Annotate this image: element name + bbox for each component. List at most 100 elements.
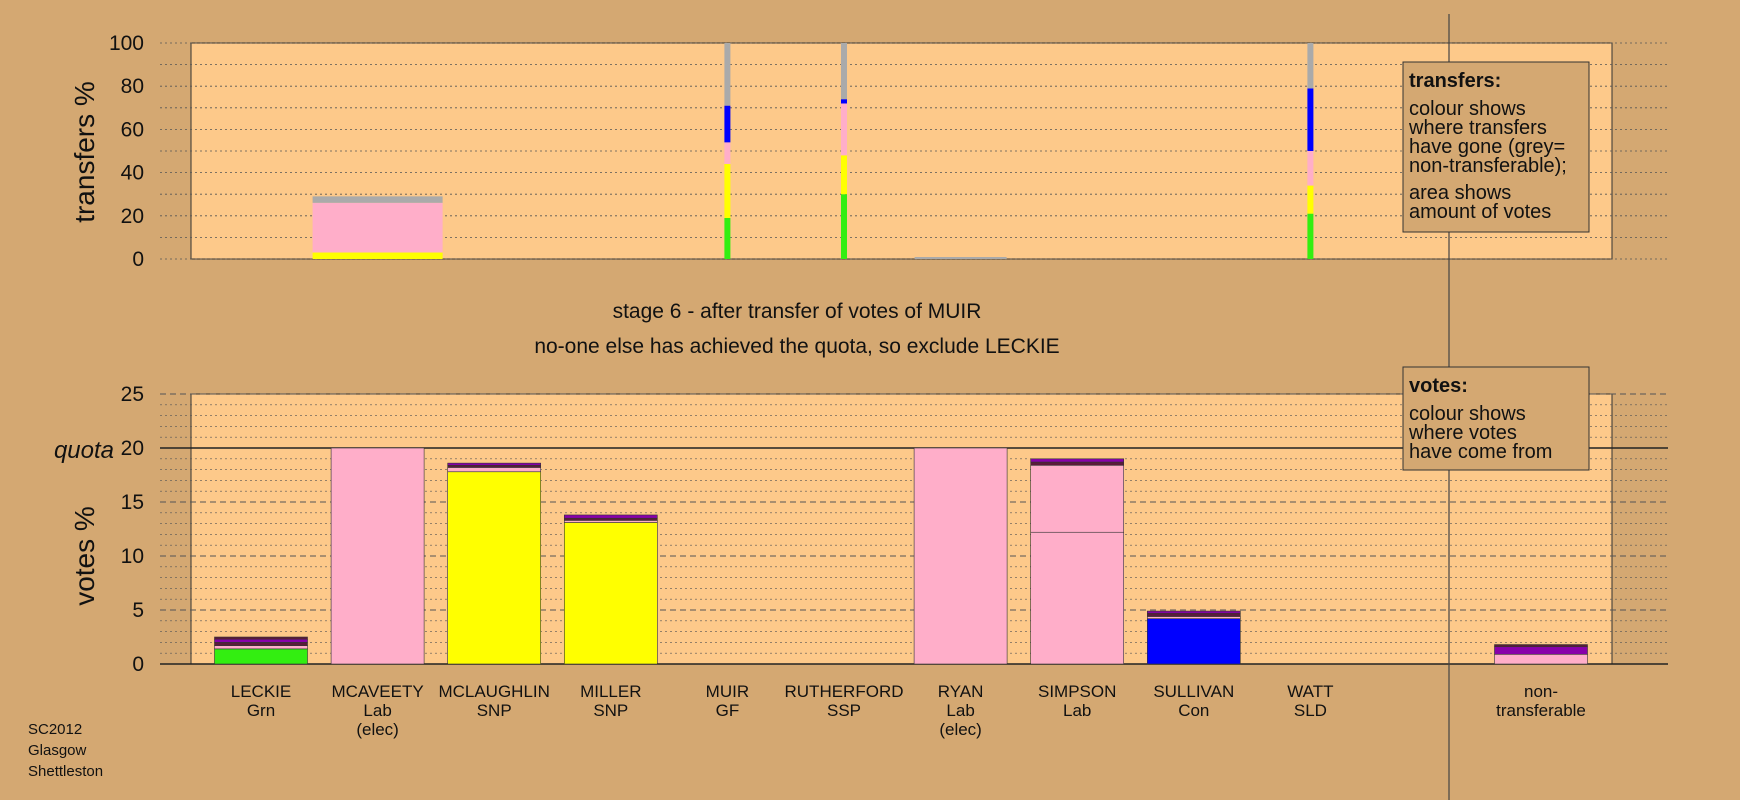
votes-legend-line: where votes [1408,422,1517,444]
transfers-legend-line: amount of votes [1409,201,1551,223]
candidate-party: Con [1178,701,1209,720]
candidate-party: SNP [593,701,628,720]
transfer-segment-rutherford [841,103,847,156]
vote-segment-mclaughlin [447,462,542,466]
vote-segment-leckie [214,645,308,650]
candidate-name: RYAN [938,682,984,701]
vote-segment-mcaveety [330,447,425,665]
candidate-party: GF [716,701,740,720]
transfer-segment-watt [1307,213,1314,259]
transfers-legend-line: non-transferable); [1409,155,1567,177]
transfers-ytick-label: 80 [121,75,144,98]
transfer-segment-rutherford [841,99,847,104]
votes-legend-line: have come from [1409,441,1552,463]
stage-title: stage 6 - after transfer of votes of MUI… [613,300,982,323]
transfer-segment-watt [1307,185,1314,214]
nontransferable-label: transferable [1496,701,1586,720]
transfers-ytick-label: 100 [109,32,144,55]
vote-segment-nontransferable [1494,644,1588,648]
transfers-ytick-labels: 0 20 40 60 80 100 [109,32,144,271]
vote-segment-sullivan [1147,618,1241,665]
votes-ytick-label: 25 [121,383,144,406]
transfer-segment-rutherford [841,194,847,259]
candidate-party: SLD [1294,701,1327,720]
votes-ytick-labels: 0 5 10 15 20 25 [121,383,144,676]
candidate-party: SSP [827,701,861,720]
vote-segment-sullivan [1147,612,1241,617]
votes-legend-title: votes: [1409,375,1468,397]
votes-legend-line: colour shows [1409,403,1526,425]
votes-ytick-label: 20 [121,437,144,460]
transfer-segment-mcaveety [312,252,443,259]
vote-segment-simpson [1030,531,1124,665]
votes-ytick-label: 10 [121,545,144,568]
vote-segment-simpson [1030,464,1124,533]
nontransferable-label: non- [1524,682,1558,701]
vote-segment-sullivan [1147,610,1241,614]
transfer-segment-rutherford [841,43,847,100]
votes-ytick-label: 0 [132,653,144,676]
vote-segment-leckie [214,636,308,640]
votes-ytick-label: 5 [132,599,144,622]
candidate-name: LECKIE [231,682,291,701]
candidate-name: SIMPSON [1038,682,1116,701]
transfers-legend-line: where transfers [1408,117,1547,139]
candidate-party: Lab [946,701,974,720]
transfers-legend-line: have gone (grey= [1409,136,1565,158]
vote-segment-mclaughlin [447,464,542,468]
transfer-segment-mcaveety [312,202,443,253]
vote-segment-leckie [214,638,308,643]
transfer-segment-muir [724,105,731,143]
votes-legend-box [1402,366,1590,471]
transfers-bars [312,43,1314,259]
candidate-labels: LECKIEGrnMCAVEETYLab(elec)MCLAUGHLINSNPM… [231,682,1586,739]
transfer-segment-muir [724,43,731,106]
vote-segment-miller [563,514,658,519]
transfers-ytick-label: 0 [132,248,144,271]
vote-segment-mclaughlin [447,471,542,665]
vote-segment-sullivan [1147,616,1241,619]
candidate-party: Lab [1063,701,1091,720]
transfers-ytick-label: 20 [121,205,144,228]
candidate-note: (elec) [356,720,399,739]
transfers-legend-box [1402,61,1590,233]
transfers-ytick-label: 40 [121,162,144,185]
candidate-party: Grn [247,701,275,720]
candidate-party: Lab [363,701,391,720]
votes-legend: votes: colour shows where votes have com… [1402,366,1590,471]
transfers-ytick-label: 60 [121,118,144,141]
transfers-ylabel: transfers % [69,81,100,223]
vote-segment-simpson [1030,461,1124,466]
transfer-segment-muir [724,142,731,164]
vote-segment-nontransferable [1494,646,1588,655]
candidate-name: MUIR [706,682,749,701]
transfer-segment-watt [1307,43,1314,89]
vote-segment-simpson [1030,458,1124,463]
vote-segment-ryan [913,447,1008,665]
transfer-segment-rutherford [841,155,847,195]
transfer-segment-muir [724,163,731,218]
vote-segment-nontransferable [1494,653,1588,665]
transfers-legend: transfers: colour shows where transfers … [1402,61,1590,233]
candidate-name: RUTHERFORD [785,682,904,701]
transfer-segment-watt [1307,88,1314,151]
vote-segment-miller [563,522,658,665]
stage-subtitle: no-one else has achieved the quota, so e… [534,335,1059,358]
transfer-segment-watt [1307,151,1314,186]
candidate-name: MCLAUGHLIN [438,682,549,701]
candidate-name: WATT [1287,682,1333,701]
candidate-name: MCAVEETY [331,682,423,701]
quota-label: quota [54,437,114,464]
votes-plot-area [190,393,1613,665]
transfers-legend-line: colour shows [1409,98,1526,120]
votes-bars [214,447,1588,665]
vote-segment-leckie [214,642,308,646]
corner-council: Glasgow [28,742,87,759]
corner-election: SC2012 [28,721,82,738]
vote-segment-miller [563,517,658,521]
votes-ylabel: votes % [69,506,100,606]
vote-segment-leckie [214,648,308,665]
transfers-legend-title: transfers: [1409,70,1501,92]
candidate-party: SNP [477,701,512,720]
